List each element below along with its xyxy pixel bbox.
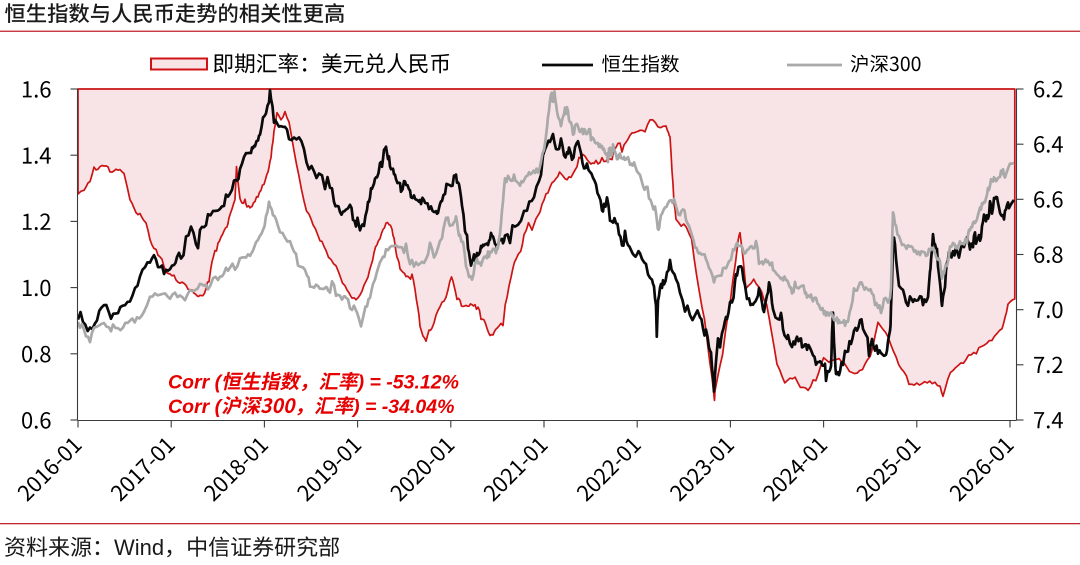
svg-text:Wind: Wind [114,535,164,560]
svg-text:) = -34.04%: ) = -34.04% [351,396,454,418]
svg-text:Corr (: Corr ( [168,396,224,418]
svg-text:) = -53.12%: ) = -53.12% [356,372,459,394]
svg-text:Corr (: Corr ( [168,372,224,394]
